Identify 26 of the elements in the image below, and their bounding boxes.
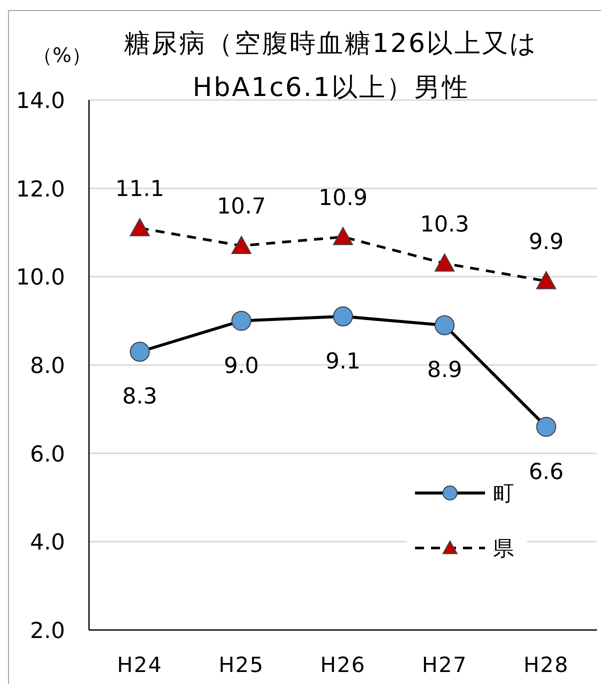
data-label: 6.6 (528, 460, 564, 485)
x-tick-label: H26 (320, 653, 366, 677)
data-label: 11.1 (115, 177, 164, 202)
legend-label: 県 (493, 536, 514, 561)
y-tick-label: 14.0 (16, 88, 65, 114)
y-tick-label: 8.0 (30, 354, 65, 379)
y-tick-label: 12.0 (16, 177, 65, 202)
title: 糖尿病（空腹時血糖126以上又はHbA1c6.1以上）男性 (124, 29, 538, 103)
y-tick-label: 10.0 (16, 266, 65, 291)
x-tick-label: H28 (523, 653, 569, 677)
data-label: 10.9 (318, 186, 368, 211)
x-tick-label: H27 (422, 653, 468, 677)
legend-label: 町 (493, 482, 514, 506)
y-tick-label: 2.0 (30, 618, 65, 644)
y-tick-label: 4.0 (30, 530, 65, 556)
data-label: 8.3 (122, 384, 158, 410)
data-label: 9.1 (326, 349, 360, 374)
x-tick-label: H25 (218, 653, 264, 677)
data-label: 8.9 (427, 358, 462, 384)
y-tick-label: 6.0 (30, 442, 65, 468)
data-label: 10.7 (216, 194, 266, 220)
data-label: 9.0 (224, 354, 259, 379)
y-axis-title: （%） (32, 43, 92, 67)
data-label: 9.9 (528, 230, 564, 255)
x-tick-label: H24 (117, 653, 163, 677)
data-label: 10.3 (420, 212, 470, 238)
